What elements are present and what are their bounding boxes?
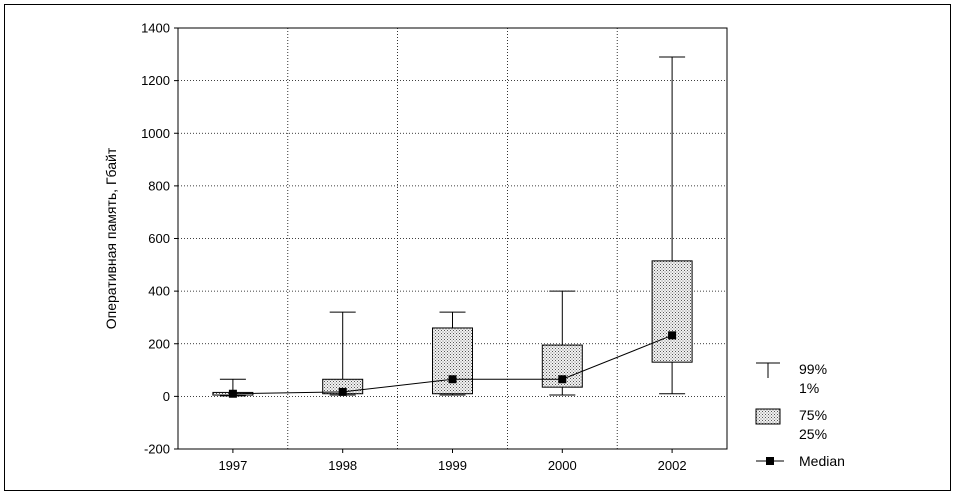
box-2002: [651, 56, 693, 395]
x-tick-label: 1999: [438, 458, 467, 473]
median-marker: [448, 375, 457, 384]
y-tick-label: 600: [148, 231, 170, 246]
median-line-group: [228, 331, 677, 398]
x-axis-ticks: 1997 1998 1999 2000 2002: [218, 449, 687, 473]
legend-box-high: 75%: [799, 407, 827, 423]
box-iqr: [432, 327, 473, 395]
y-axis-ticks: -200 0 200 400 600 800 1000 1200 1400: [141, 21, 178, 457]
median-marker: [228, 389, 237, 398]
legend-whisker-high: 99%: [799, 361, 827, 377]
legend-median: Median: [799, 453, 845, 469]
boxes: [212, 56, 693, 397]
x-tick-label: 1998: [328, 458, 357, 473]
legend-median-symbol: [756, 457, 784, 465]
x-tick-label: 2002: [658, 458, 687, 473]
y-tick-label: 0: [163, 389, 170, 404]
box-iqr: [651, 260, 693, 363]
legend-box-low: 25%: [799, 426, 827, 442]
legend: 99% 1% 75% 25% Median: [755, 361, 845, 469]
legend-box-symbol: [755, 408, 781, 425]
box-1998: [322, 311, 364, 396]
chart-frame: [4, 4, 951, 491]
y-tick-label: 800: [148, 178, 170, 193]
median-marker: [668, 331, 677, 340]
median-marker: [558, 375, 567, 384]
grid: [178, 28, 727, 449]
median-marker: [338, 387, 347, 396]
y-tick-label: 1200: [141, 73, 170, 88]
y-axis-title: Оперативная память, Гбайт: [103, 147, 119, 329]
legend-whisker-low: 1%: [799, 380, 819, 396]
y-tick-label: 1400: [141, 21, 170, 36]
x-tick-label: 2000: [548, 458, 577, 473]
y-tick-label: 1000: [141, 126, 170, 141]
x-tick-label: 1997: [218, 458, 247, 473]
y-tick-label: 400: [148, 284, 170, 299]
y-tick-label: -200: [144, 442, 170, 457]
y-tick-label: 200: [148, 336, 170, 351]
legend-whisker-symbol: [756, 362, 780, 378]
